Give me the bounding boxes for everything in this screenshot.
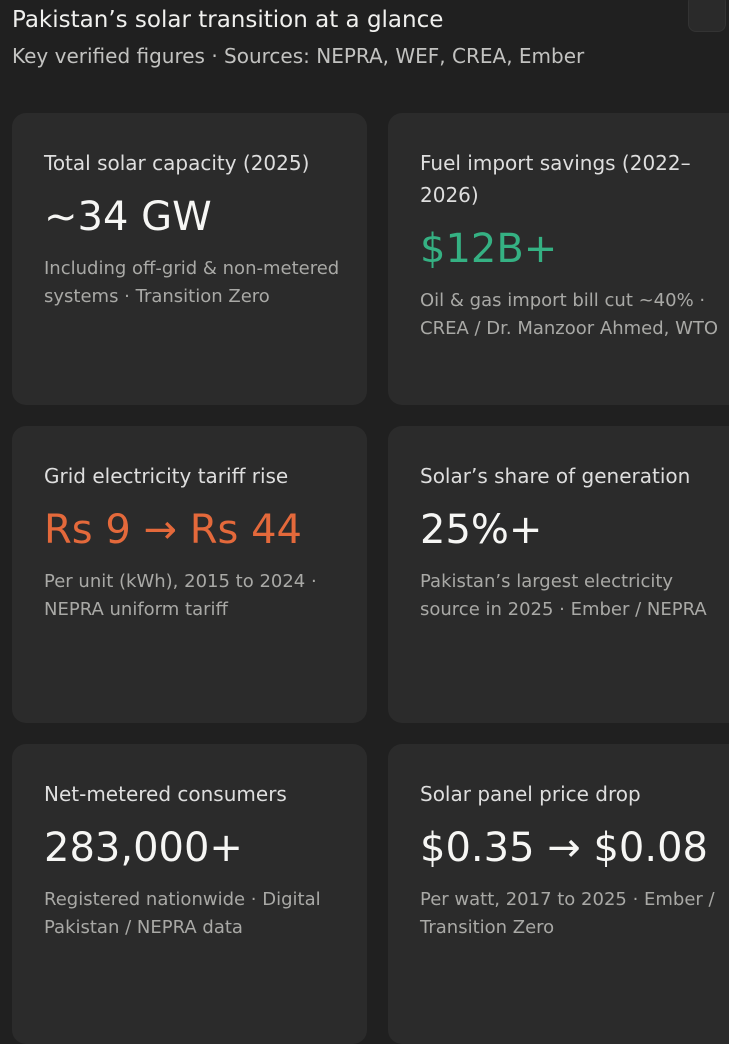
card-label: Net-metered consumers [44,782,287,806]
card-value: 283,000+ [44,825,243,871]
card-label: Grid electricity tariff rise [44,464,289,488]
stat-card-panel-price: Solar panel price drop $0.35 → $0.08 Per… [388,744,729,1044]
corner-button[interactable] [688,0,726,32]
card-note: Per unit (kWh), 2015 to 2024 · NEPRA uni… [44,571,317,620]
card-note: Including off-grid & non-metered systems… [44,258,340,307]
card-label: Solar’s share of generation [420,464,691,488]
card-value: ~34 GW [44,194,212,240]
card-label: Total solar capacity (2025) [44,151,310,175]
card-note: Pakistan’s largest electricity source in… [420,571,707,620]
card-note: Oil & gas import bill cut ~40% · CREA / … [420,290,719,339]
card-label: Fuel import savings (2022–2026) [420,151,691,207]
page-title: Pakistan’s solar transition at a glance [12,7,444,33]
header: Pakistan’s solar transition at a glance … [12,0,726,70]
card-note: Per watt, 2017 to 2025 · Ember / Transit… [420,889,715,938]
card-label: Solar panel price drop [420,782,641,806]
card-value: Rs 9 → Rs 44 [44,507,302,553]
stat-card-solar-capacity: Total solar capacity (2025) ~34 GW Inclu… [12,113,367,405]
card-value: 25%+ [420,507,543,553]
stat-card-fuel-savings: Fuel import savings (2022–2026) $12B+ Oi… [388,113,729,405]
card-value: $0.35 → $0.08 [420,825,708,871]
stat-card-solar-share: Solar’s share of generation 25%+ Pakista… [388,426,729,723]
card-value: $12B+ [420,226,558,272]
stat-card-net-metered: Net-metered consumers 283,000+ Registere… [12,744,367,1044]
card-note: Registered nationwide · Digital Pakistan… [44,889,321,938]
page-subtitle: Key verified figures · Sources: NEPRA, W… [12,44,585,68]
stat-card-tariff-rise: Grid electricity tariff rise Rs 9 → Rs 4… [12,426,367,723]
